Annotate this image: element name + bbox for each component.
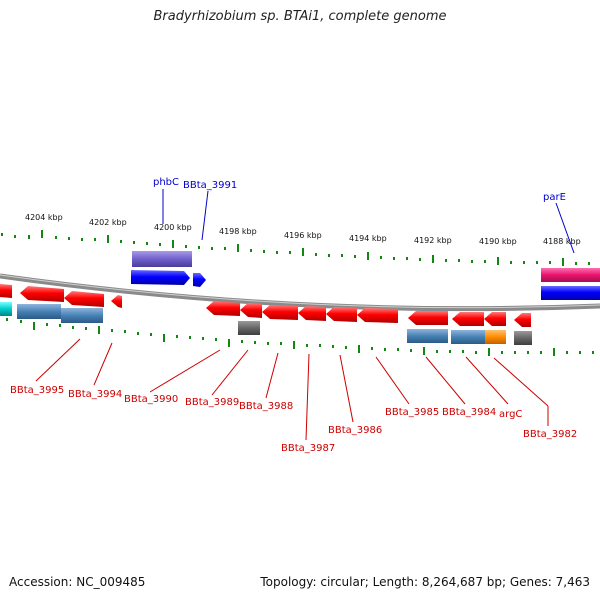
ruler-label-4188: 4188 kbp <box>543 237 581 246</box>
gene-BBta_3987[interactable] <box>298 306 326 321</box>
genome-backbone <box>0 273 600 312</box>
gene-BBta_3986[interactable] <box>326 307 357 322</box>
leader-BBta_3991 <box>201 190 209 241</box>
label-BBta_3982: BBta_3982 <box>523 429 577 440</box>
label-BBta_3984: BBta_3984 <box>442 407 496 418</box>
ruler-ticks <box>1 230 590 266</box>
label-BBta_3985: BBta_3985 <box>385 407 439 418</box>
label-BBta_3990: BBta_3990 <box>124 394 178 405</box>
gene-red-left-2[interactable] <box>64 291 104 307</box>
gene-steel-right[interactable] <box>451 330 485 344</box>
gene-gray-1[interactable] <box>238 321 260 335</box>
label-BBta_3991: BBta_3991 <box>183 180 237 191</box>
genome-title: Bradyrhizobium sp. BTAi1, complete genom… <box>153 9 447 24</box>
leader-BBta_3989 <box>211 349 249 396</box>
gene-BBta_3989[interactable] <box>240 303 262 318</box>
ruler-label-4204: 4204 kbp <box>25 213 63 222</box>
gene-red-left-1[interactable] <box>20 286 64 302</box>
gene-red-right-3[interactable] <box>484 312 506 326</box>
leader-BBta_3994 <box>93 342 113 386</box>
gene-BBta_3984[interactable] <box>407 329 448 343</box>
gene-BBta_3995[interactable] <box>17 304 61 319</box>
gene-blue-forward-1[interactable] <box>131 270 190 285</box>
ruler-label-4198: 4198 kbp <box>219 227 257 236</box>
ruler-label-4200: 4200 kbp <box>154 223 192 232</box>
gene-BBta_3990[interactable] <box>206 301 240 316</box>
ruler-label-4190: 4190 kbp <box>479 237 517 246</box>
leader-BBta_3988 <box>265 352 279 399</box>
genome-summary-text: Topology: circular; Length: 8,264,687 bp… <box>260 575 590 589</box>
label-BBta_3987: BBta_3987 <box>281 443 335 454</box>
genome-backbone-highlight <box>0 274 600 309</box>
label-BBta_3995: BBta_3995 <box>10 385 64 396</box>
ruler-label-4202: 4202 kbp <box>89 218 127 227</box>
gene-BBta_3982[interactable] <box>514 331 532 345</box>
label-BBta_3994: BBta_3994 <box>68 389 122 400</box>
leader-BBta_3982-a <box>493 357 549 407</box>
leader-argC <box>465 356 509 405</box>
ruler-label-4192: 4192 kbp <box>414 236 452 245</box>
gene-BBta_3985[interactable] <box>357 308 398 323</box>
label-parE: parE <box>543 192 566 203</box>
gene-phbC[interactable] <box>132 251 192 267</box>
gene-red-right-4[interactable] <box>514 313 531 327</box>
gene-red-small[interactable] <box>111 295 122 308</box>
label-argC: argC <box>499 409 522 420</box>
ruler-label-4196: 4196 kbp <box>284 231 322 240</box>
lower-ticks <box>6 318 594 356</box>
label-BBta_3988: BBta_3988 <box>239 401 293 412</box>
label-BBta_3989: BBta_3989 <box>185 397 239 408</box>
gene-parE[interactable] <box>541 268 600 282</box>
leader-BBta_3984 <box>425 356 466 405</box>
gene-BBta_3994[interactable] <box>61 308 103 323</box>
ruler-label-4194: 4194 kbp <box>349 234 387 243</box>
gene-red-edge[interactable] <box>0 284 12 298</box>
label-BBta_3986: BBta_3986 <box>328 425 382 436</box>
gene-blue-forward-2[interactable] <box>541 286 600 300</box>
leader-BBta_3986 <box>339 354 354 423</box>
label-phbC: phbC <box>153 177 179 188</box>
gene-cyan-edge[interactable] <box>0 302 12 316</box>
gene-argC[interactable] <box>485 330 506 344</box>
leader-BBta_3987 <box>305 353 310 441</box>
leader-parE <box>555 202 575 254</box>
gene-BBta_3991[interactable] <box>193 273 206 287</box>
leader-BBta_3985 <box>375 356 410 405</box>
gene-red-right-1[interactable] <box>408 311 448 325</box>
leader-BBta_3990 <box>149 349 221 393</box>
accession-text: Accession: NC_009485 <box>9 575 146 589</box>
gene-red-right-2[interactable] <box>452 312 484 326</box>
gene-BBta_3988[interactable] <box>262 305 298 320</box>
leader-BBta_3995 <box>35 338 81 382</box>
